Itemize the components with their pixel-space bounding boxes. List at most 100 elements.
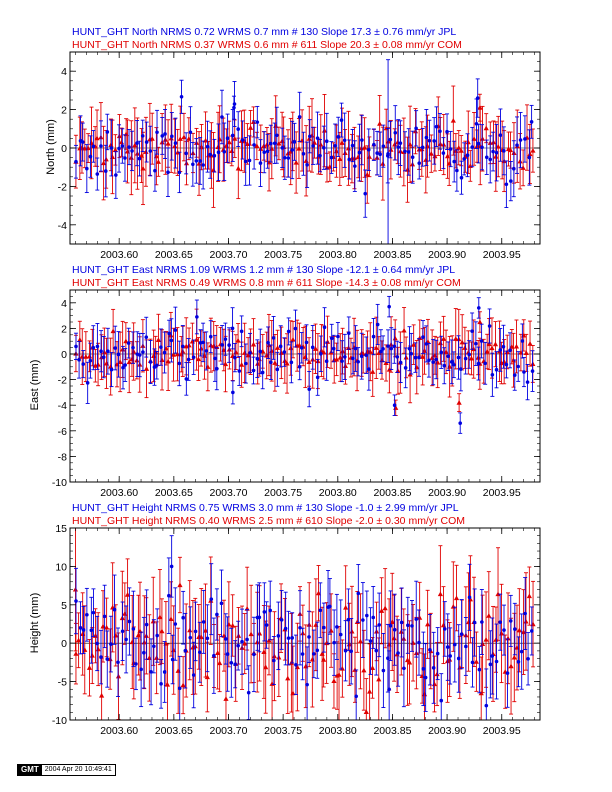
height-jpl-point [399, 620, 404, 625]
east-jpl-point [409, 351, 414, 356]
east-jpl-point [476, 306, 481, 310]
east-jpl-point [299, 345, 304, 350]
east-com-point [101, 349, 107, 355]
north-jpl-point [173, 141, 178, 145]
east-com-point [83, 354, 89, 359]
north-jpl-point [311, 144, 315, 148]
east-x-tick-label: 2003.65 [155, 487, 193, 499]
east-x-tick-label: 2003.95 [483, 487, 521, 499]
east-com-point [296, 342, 302, 348]
north-com-point [507, 147, 514, 153]
north-jpl-point [353, 164, 357, 168]
north-jpl-point [445, 129, 449, 134]
north-com-point [388, 147, 394, 152]
north-jpl-point [236, 127, 241, 131]
gmt-logo: GMT [18, 765, 42, 775]
north-jpl-point [318, 153, 322, 158]
north-jpl-point [452, 159, 456, 164]
north-com-point [112, 147, 118, 152]
height-com-point [242, 640, 248, 646]
height-com-point [141, 639, 147, 645]
height-jpl-point [508, 619, 513, 623]
north-com-point [530, 147, 536, 153]
north-jpl-point [265, 149, 270, 154]
height-com-point [453, 595, 460, 601]
north-com-point [100, 160, 107, 166]
height-jpl-point [294, 662, 298, 667]
east-com-point [501, 359, 507, 364]
east-com-point [401, 327, 407, 333]
north-jpl-point [220, 115, 224, 119]
height-jpl-point [484, 703, 489, 708]
height-jpl-point [526, 656, 530, 661]
east-x-tick-label: 2003.85 [373, 487, 411, 499]
east-x-tick-label: 2003.80 [319, 487, 357, 499]
north-jpl-point [329, 155, 334, 160]
height-jpl-point [456, 656, 461, 661]
north-jpl-point [410, 155, 415, 160]
height-jpl-point [74, 599, 78, 603]
height-jpl-point [134, 662, 138, 666]
north-jpl-point [290, 148, 294, 152]
east-jpl-point [248, 351, 252, 355]
north-com-point [303, 158, 309, 163]
height-com-point [508, 663, 514, 669]
north-jpl-point [398, 141, 403, 145]
height-com-point [72, 586, 79, 592]
east-jpl-point [431, 360, 435, 364]
north-x-tick-label: 2003.70 [210, 249, 248, 261]
height-com-point [447, 656, 453, 662]
height-com-point [215, 650, 221, 655]
north-jpl-point [438, 129, 442, 134]
north-com-point [293, 159, 299, 165]
east-com-point [477, 319, 483, 325]
height-jpl-point [502, 628, 506, 632]
east-jpl-point [266, 340, 270, 345]
height-x-tick-label: 2003.85 [373, 725, 411, 737]
height-com-point [357, 638, 364, 644]
east-jpl-point [81, 362, 86, 366]
height-com-point [276, 654, 282, 660]
east-com-point [131, 348, 137, 354]
height-jpl-point [423, 675, 428, 680]
north-com-point [364, 171, 370, 177]
height-jpl-point [181, 615, 185, 620]
east-jpl-point [498, 348, 503, 352]
east-com-point [126, 359, 132, 365]
height-jpl-point [205, 636, 210, 641]
north-jpl-point [491, 149, 495, 154]
east-jpl-point [504, 362, 509, 367]
height-jpl-point [279, 618, 284, 622]
north-com-point [269, 146, 275, 151]
height-y-tick-label: 0 [61, 638, 67, 650]
north-jpl-point [188, 130, 193, 135]
north-com-point [366, 154, 373, 159]
height-jpl-point [78, 626, 83, 630]
north-x-tick-label: 2003.60 [100, 249, 138, 261]
north-jpl-point [194, 159, 199, 163]
north-com-point [527, 151, 533, 157]
north-jpl-point [432, 139, 436, 143]
north-jpl-point [494, 150, 499, 155]
north-com-point [140, 165, 146, 171]
height-jpl-point [159, 682, 163, 686]
height-com-point [86, 665, 93, 670]
north-jpl-point [498, 133, 503, 137]
east-com-point [195, 356, 202, 362]
north-jpl-point [230, 133, 235, 138]
east-com-point [486, 341, 492, 347]
height-jpl-point [276, 634, 281, 638]
north-com-point [132, 142, 138, 148]
east-jpl-point [367, 367, 371, 371]
north-com-point [456, 145, 462, 150]
north-jpl-point [381, 144, 386, 148]
east-jpl-point [387, 304, 391, 309]
height-com-point [511, 654, 517, 660]
height-jpl-point [322, 625, 326, 630]
north-com-point [392, 141, 398, 147]
height-jpl-point [298, 625, 302, 630]
east-com-point [504, 349, 510, 355]
height-com-point [107, 656, 113, 662]
height-jpl-point [332, 640, 336, 645]
east-x-tick-label: 2003.90 [428, 487, 466, 499]
